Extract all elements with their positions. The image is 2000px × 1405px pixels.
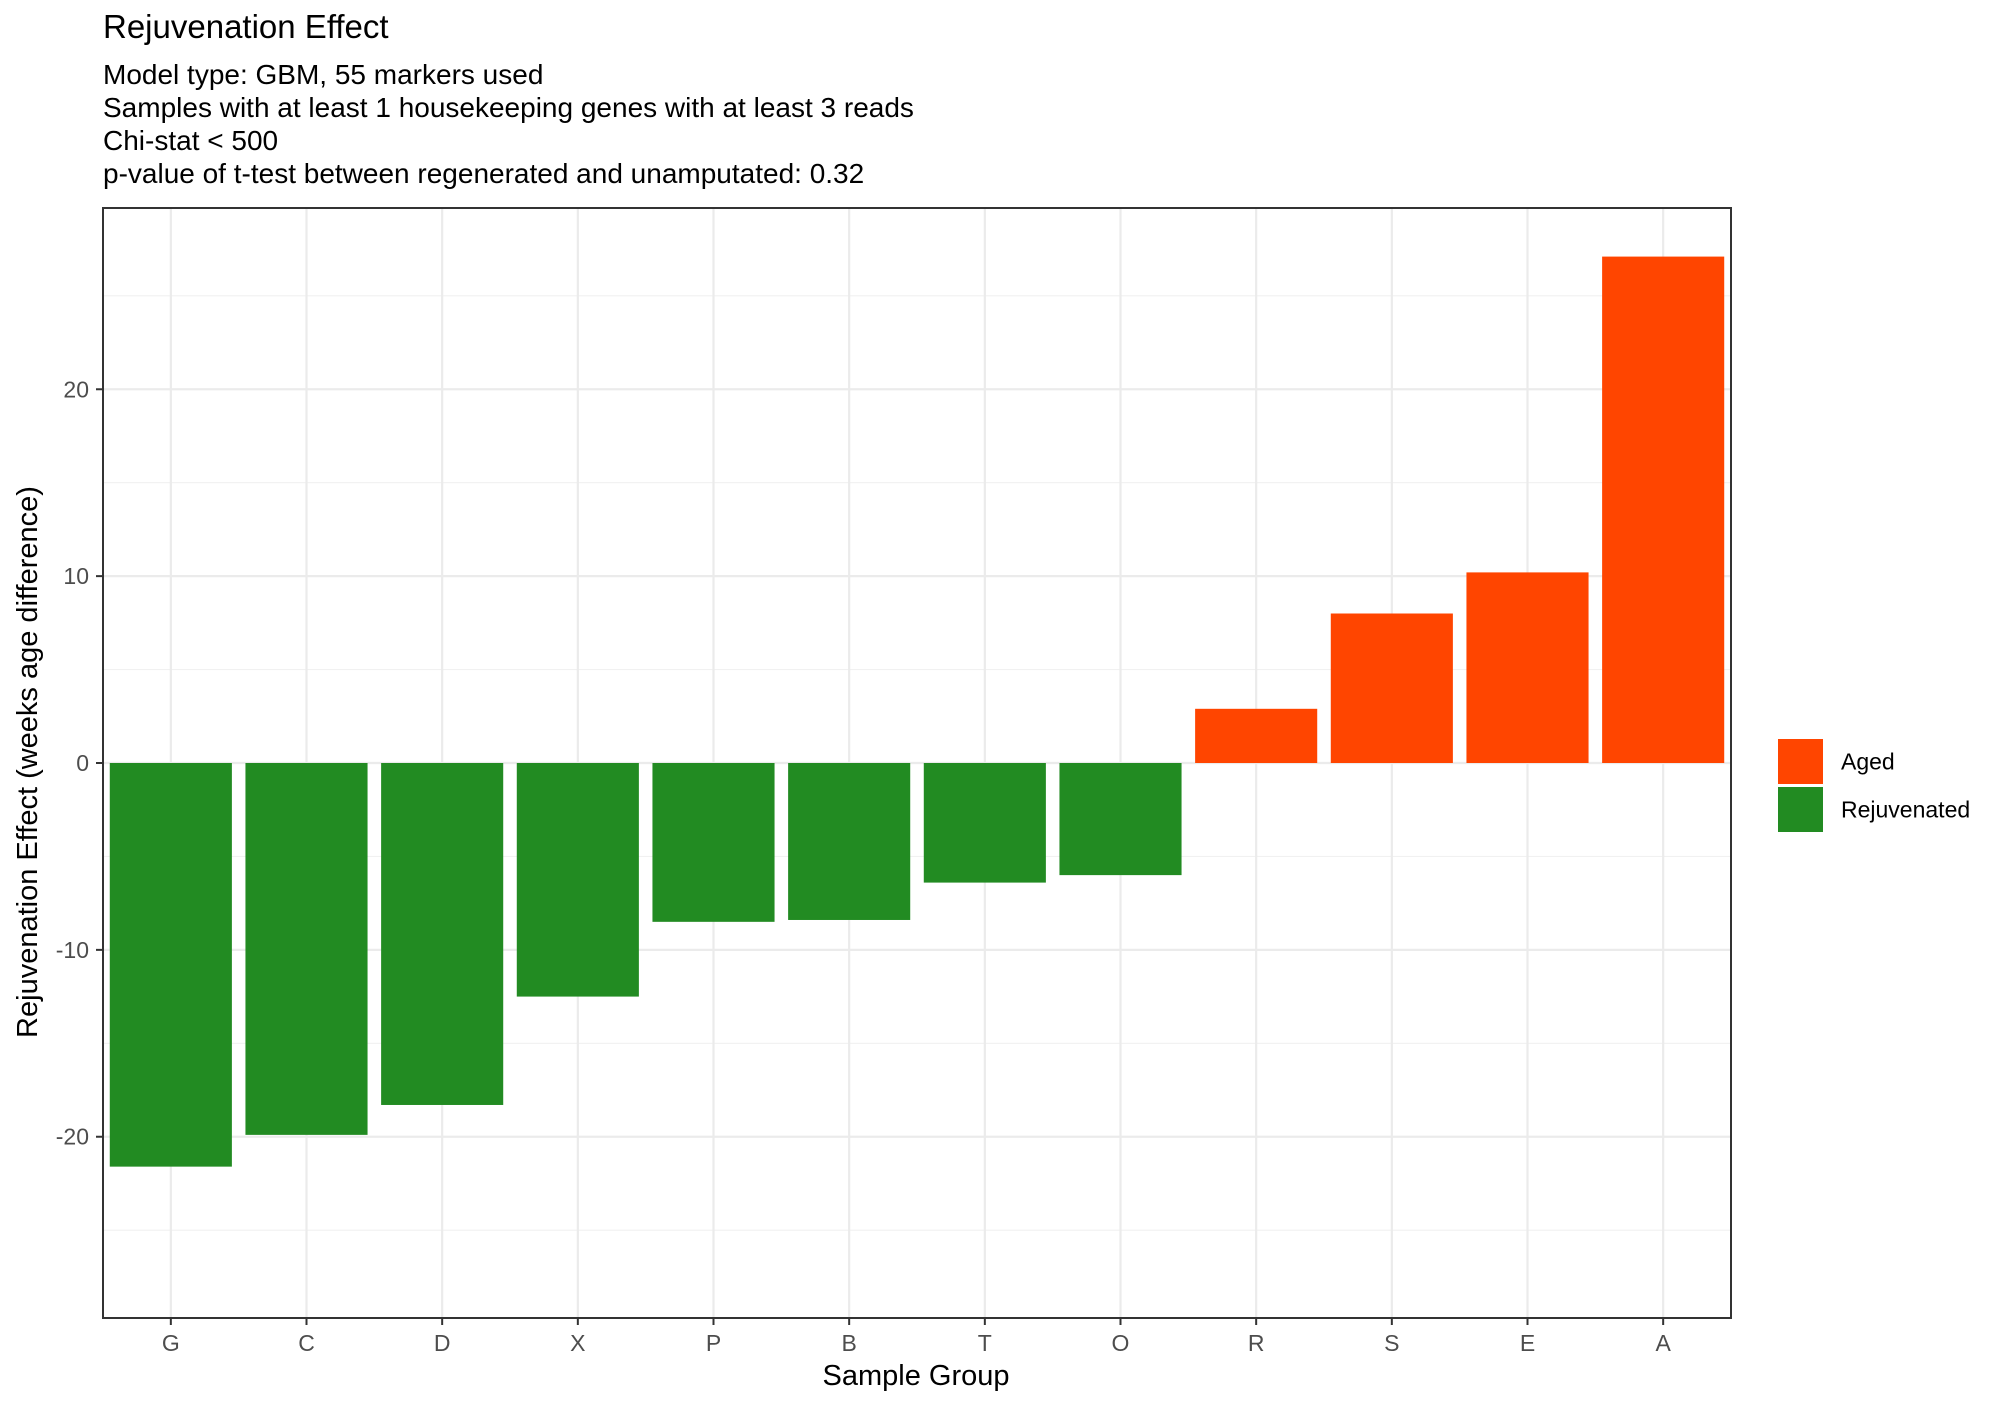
bar-C	[245, 763, 368, 1135]
bar-O	[1059, 763, 1182, 876]
bar-G	[109, 763, 232, 1167]
x-tick-label: G	[162, 1330, 180, 1356]
x-tick-label: X	[570, 1330, 585, 1356]
y-tick-label: -10	[56, 937, 89, 963]
y-tick-label: -20	[56, 1124, 89, 1150]
x-tick-label: P	[706, 1330, 721, 1356]
x-tick-label: D	[434, 1330, 451, 1356]
subtitle-line-3: Chi-stat < 500	[103, 125, 278, 156]
x-tick-label: O	[1112, 1330, 1130, 1356]
legend: Aged Rejuvenated	[1778, 739, 1970, 832]
x-tick-label: T	[978, 1330, 992, 1356]
y-tick-label: 0	[76, 750, 89, 776]
legend-label-rejuvenated: Rejuvenated	[1841, 797, 1970, 823]
y-tick-label: 10	[63, 563, 89, 589]
bar-S	[1330, 613, 1453, 763]
y-axis: -20 -10 0 10 20	[56, 376, 103, 1150]
bar-X	[516, 763, 639, 997]
subtitle-line-2: Samples with at least 1 housekeeping gen…	[103, 92, 914, 123]
x-tick-label: E	[1520, 1330, 1535, 1356]
subtitle-line-4: p-value of t-test between regenerated an…	[103, 158, 864, 189]
chart-title: Rejuvenation Effect	[103, 8, 389, 45]
y-tick-label: 20	[63, 376, 89, 402]
legend-label-aged: Aged	[1841, 749, 1895, 775]
bar-R	[1195, 708, 1318, 763]
minor-gridlines	[103, 295, 1731, 1231]
x-tick-label: S	[1384, 1330, 1399, 1356]
y-axis-label: Rejuvenation Effect (weeks age differenc…	[12, 486, 44, 1038]
legend-key-aged	[1778, 739, 1823, 784]
bar-B	[788, 763, 911, 920]
legend-key-rejuvenated	[1778, 787, 1823, 832]
subtitle-line-1: Model type: GBM, 55 markers used	[103, 59, 543, 90]
x-axis-label: Sample Group	[823, 1360, 1010, 1392]
x-tick-label: C	[298, 1330, 315, 1356]
bar-D	[381, 763, 504, 1105]
bars	[109, 256, 1725, 1167]
bar-A	[1602, 256, 1725, 763]
x-tick-label: R	[1248, 1330, 1265, 1356]
bar-T	[923, 763, 1046, 883]
bar-P	[652, 763, 775, 922]
x-tick-label: A	[1655, 1330, 1671, 1356]
bar-E	[1466, 572, 1589, 763]
x-tick-label: B	[841, 1330, 856, 1356]
